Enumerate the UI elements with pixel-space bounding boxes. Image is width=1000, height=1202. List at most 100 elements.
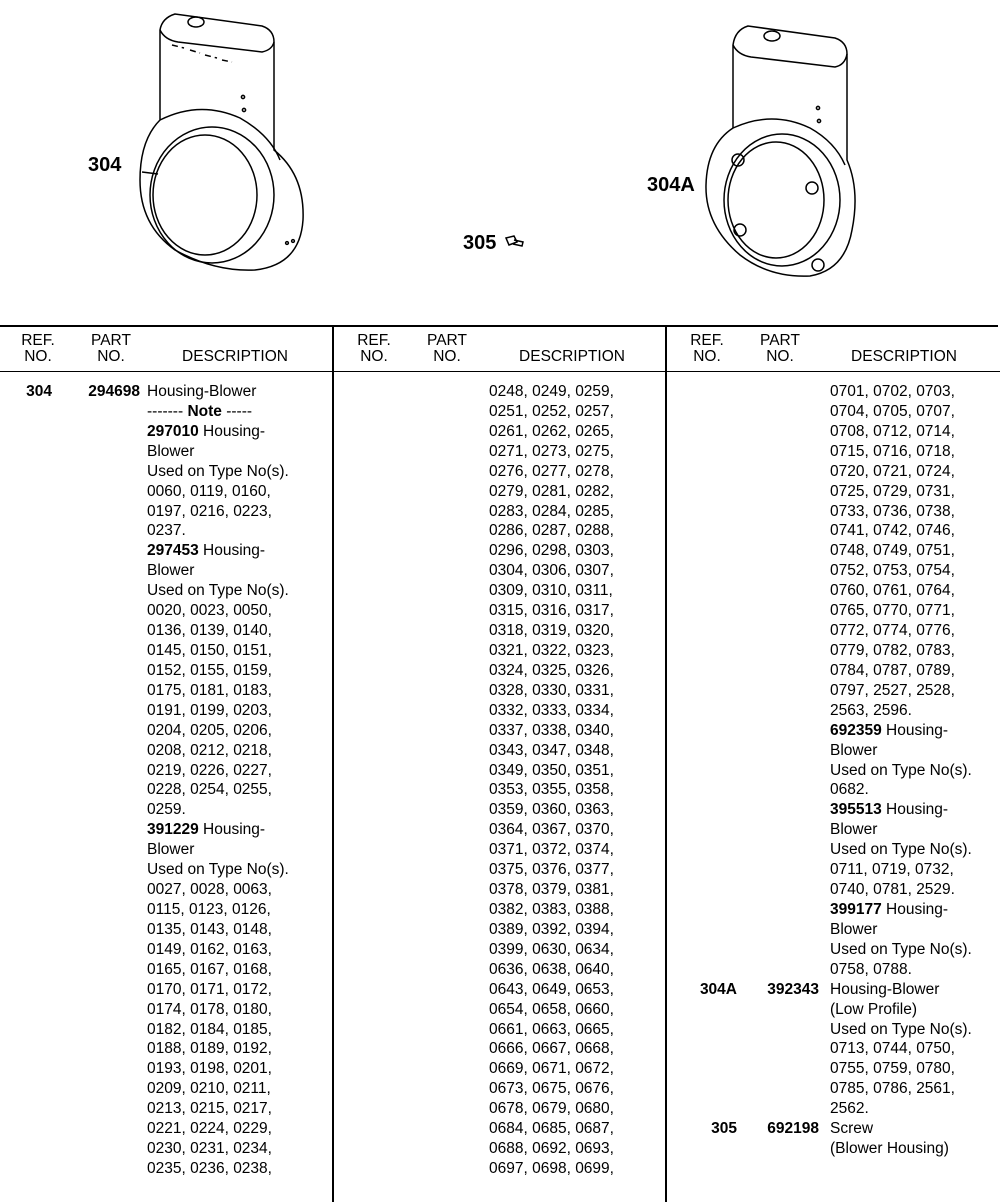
description-segment: Housing- [881, 801, 949, 819]
description-text: 2562. [830, 1099, 869, 1119]
description-segment: 0725, 0729, 0731, [830, 482, 955, 500]
description-segment: 0765, 0770, 0771, [830, 602, 955, 620]
description-text: Screw [830, 1119, 873, 1139]
table-row: 0399, 0630, 0634, [334, 940, 667, 960]
table-row: 0296, 0298, 0303, [334, 541, 667, 561]
table-row: 0318, 0319, 0320, [334, 621, 667, 641]
description-text: 0684, 0685, 0687, [489, 1119, 614, 1139]
table-row: 2563, 2596. [667, 701, 1000, 721]
description-segment: 0237. [147, 522, 186, 540]
description-text: 0296, 0298, 0303, [489, 541, 614, 561]
table-row: (Blower Housing) [667, 1139, 1000, 1159]
table-row: 0688, 0692, 0693, [334, 1139, 667, 1159]
description-segment: 0688, 0692, 0693, [489, 1140, 614, 1158]
description-text: 0666, 0667, 0668, [489, 1039, 614, 1059]
description-segment: 0276, 0277, 0278, [489, 462, 614, 480]
table-row: 0643, 0649, 0653, [334, 980, 667, 1000]
table-row: 0279, 0281, 0282, [334, 482, 667, 502]
description-segment: 0304, 0306, 0307, [489, 562, 614, 580]
description-segment: 0115, 0123, 0126, [147, 900, 271, 918]
table-row: 0785, 0786, 2561, [667, 1079, 1000, 1099]
description-text: 0337, 0338, 0340, [489, 721, 614, 741]
table-row: 0752, 0753, 0754, [667, 561, 1000, 581]
description-text: 0208, 0212, 0218, [147, 741, 272, 761]
description-segment: 0209, 0210, 0211, [147, 1080, 271, 1098]
description-segment: Blower [147, 442, 195, 460]
description-segment: 0060, 0119, 0160, [147, 482, 271, 500]
description-text: 0715, 0716, 0718, [830, 442, 955, 462]
description-text: Blower [147, 561, 194, 581]
description-text: 0060, 0119, 0160, [147, 482, 271, 502]
description-segment: 0708, 0712, 0714, [830, 422, 955, 440]
description-segment: 0661, 0663, 0665, [489, 1020, 614, 1038]
description-text: 0399, 0630, 0634, [489, 940, 614, 960]
description-segment: Screw [830, 1120, 874, 1138]
description-text: 0378, 0379, 0381, [489, 880, 614, 900]
description-text: 0191, 0199, 0203, [147, 701, 272, 721]
description-text: 0276, 0277, 0278, [489, 462, 614, 482]
table-row: 0332, 0333, 0334, [334, 701, 667, 721]
description-text: 0713, 0744, 0750, [830, 1039, 955, 1059]
description-segment: Housing- [881, 900, 949, 918]
table-row: 0353, 0355, 0358, [334, 780, 667, 800]
description-segment: 0343, 0347, 0348, [489, 741, 614, 759]
description-text: 0136, 0139, 0140, [147, 621, 272, 641]
description-segment: 0364, 0367, 0370, [489, 821, 614, 839]
description-text: 0701, 0702, 0703, [830, 382, 955, 402]
table-column-2: REF. NO. PART NO. DESCRIPTION 0248, 0249, 025… [332, 327, 667, 1202]
table-column-1: REF. NO. PART NO. DESCRIPTION 304 294698 Housin… [0, 327, 332, 1202]
description-text: 395513 Housing- [830, 800, 948, 820]
description-text: 0188, 0189, 0192, [147, 1039, 272, 1059]
description-text: 0673, 0675, 0676, [489, 1079, 614, 1099]
description-text: 0359, 0360, 0363, [489, 800, 614, 820]
description-segment: 0149, 0162, 0163, [147, 940, 272, 958]
description-text: 0286, 0287, 0288, [489, 521, 614, 541]
housing-304a-drawing [705, 25, 856, 277]
table-row: Blower [0, 442, 332, 462]
table-row: 0191, 0199, 0203, [0, 701, 332, 721]
description-segment: 0188, 0189, 0192, [147, 1040, 272, 1058]
description-text: Blower [147, 840, 194, 860]
description-text: 0741, 0742, 0746, [830, 521, 955, 541]
description-segment: 0359, 0360, 0363, [489, 801, 614, 819]
description-segment: 0175, 0181, 0183, [147, 681, 272, 699]
description-part-number: Note [187, 402, 222, 420]
description-text: 0170, 0171, 0172, [147, 980, 272, 1000]
table-row: 0248, 0249, 0259, [334, 382, 667, 402]
table-row: Used on Type No(s). [667, 940, 1000, 960]
description-text: 0228, 0254, 0255, [147, 780, 272, 800]
description-segment: 0251, 0252, 0257, [489, 402, 614, 420]
description-segment: (Blower Housing) [830, 1140, 949, 1158]
description-text: 0145, 0150, 0151, [147, 641, 272, 661]
description-text: 0115, 0123, 0126, [147, 900, 271, 920]
table-row: 0145, 0150, 0151, [0, 641, 332, 661]
table-row: 0152, 0155, 0159, [0, 661, 332, 681]
table-header: REF. NO. PART NO. DESCRIPTION [667, 327, 1000, 372]
description-text: 297010 Housing- [147, 422, 265, 442]
table-row: 0684, 0685, 0687, [334, 1119, 667, 1139]
description-segment: (Low Profile) [830, 1000, 917, 1018]
table-row: 0343, 0347, 0348, [334, 741, 667, 761]
description-text: 0375, 0376, 0377, [489, 860, 614, 880]
table-row: 0321, 0322, 0323, [334, 641, 667, 661]
header-part-no: NO. [433, 348, 461, 365]
description-segment: Blower [147, 562, 195, 580]
description-segment: 0191, 0199, 0203, [147, 701, 272, 719]
description-segment: 0375, 0376, 0377, [489, 861, 614, 879]
description-text: 0248, 0249, 0259, [489, 382, 614, 402]
description-segment: Blower [147, 841, 195, 859]
description-segment: 0673, 0675, 0676, [489, 1080, 614, 1098]
description-text: 0259. [147, 800, 186, 820]
table-row: 0349, 0350, 0351, [334, 761, 667, 781]
table-row: 0673, 0675, 0676, [334, 1079, 667, 1099]
table-row: 0382, 0383, 0388, [334, 900, 667, 920]
description-segment: 0654, 0658, 0660, [489, 1000, 614, 1018]
table-row: 0135, 0143, 0148, [0, 920, 332, 940]
header-part-no: NO. [97, 348, 125, 365]
table-row: 0209, 0210, 0211, [0, 1079, 332, 1099]
description-text: (Blower Housing) [830, 1139, 949, 1159]
description-text: 0785, 0786, 2561, [830, 1079, 955, 1099]
table-row: 0378, 0379, 0381, [334, 880, 667, 900]
table-row: 0797, 2527, 2528, [667, 681, 1000, 701]
description-text: 0230, 0231, 0234, [147, 1139, 272, 1159]
